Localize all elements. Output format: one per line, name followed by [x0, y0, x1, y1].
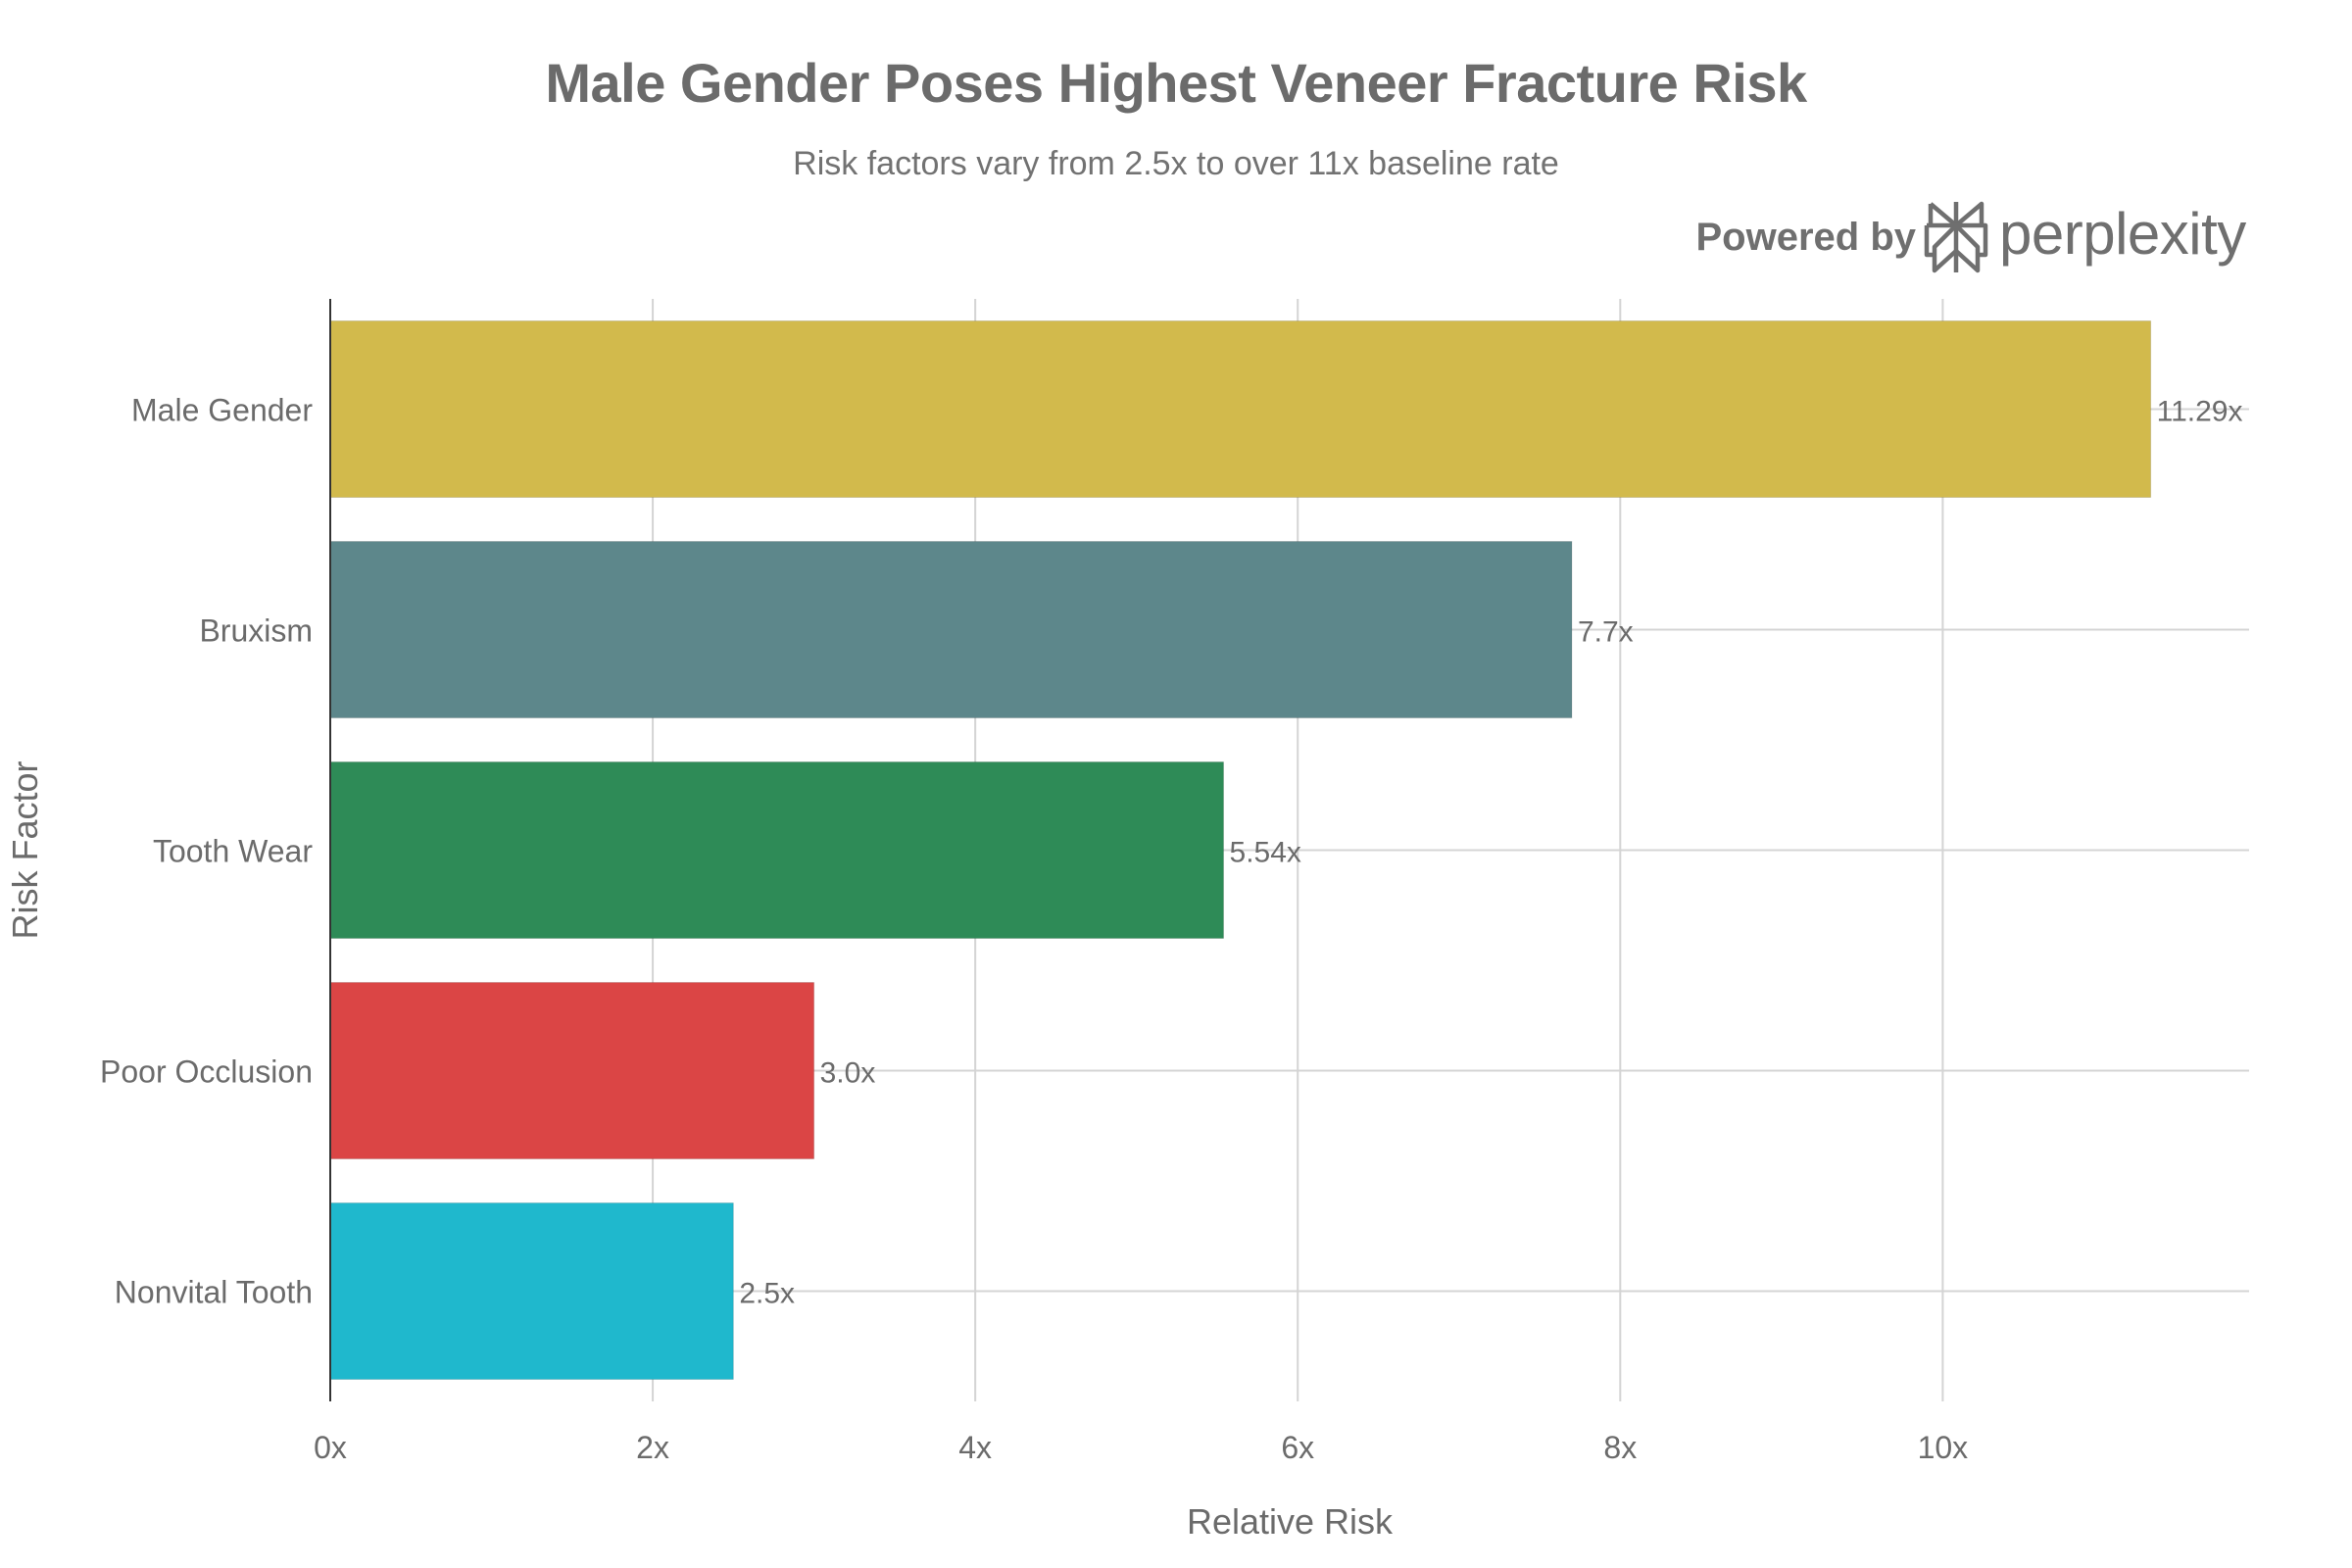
x-tick-label: 0x	[314, 1430, 347, 1465]
category-label: Bruxism	[199, 613, 313, 649]
bars	[329, 320, 2152, 1380]
x-axis-ticks: 0x 2x 4x 6x 8x 10x	[314, 1430, 1968, 1465]
chart-title: Male Gender Poses Highest Veneer Fractur…	[545, 52, 1807, 114]
x-axis-title: Relative Risk	[1187, 1501, 1394, 1542]
bar-bruxism[interactable]	[329, 541, 1573, 718]
category-label: Nonvital Tooth	[115, 1275, 313, 1310]
bar-poor-occlusion[interactable]	[329, 982, 815, 1159]
bar-nonvital-tooth[interactable]	[329, 1202, 734, 1380]
value-label: 11.29x	[2157, 396, 2243, 428]
y-axis-title: Risk Factor	[5, 760, 45, 939]
y-axis-category-labels: Male Gender Bruxism Tooth Wear Poor Occlusi…	[100, 393, 313, 1310]
value-label: 2.5x	[739, 1278, 795, 1310]
x-tick-label: 8x	[1603, 1430, 1637, 1465]
bar-male-gender[interactable]	[329, 320, 2152, 498]
chart-subtitle: Risk factors vary from 2.5x to over 11x …	[793, 145, 1559, 182]
value-label: 3.0x	[820, 1057, 876, 1090]
value-label: 5.54x	[1230, 837, 1301, 869]
powered-by-label: Powered by	[1695, 216, 1916, 259]
perplexity-logo-icon	[1924, 201, 1988, 273]
category-label: Male Gender	[131, 393, 313, 428]
perplexity-wordmark: perplexity	[1999, 201, 2246, 267]
powered-by-badge: Powered by perplexity	[1686, 196, 2254, 284]
x-tick-label: 6x	[1281, 1430, 1314, 1465]
value-labels: 11.29x 7.7x 5.54x 3.0x 2.5x	[739, 396, 2242, 1310]
x-tick-label: 10x	[1918, 1430, 1969, 1465]
bar-tooth-wear[interactable]	[329, 761, 1225, 939]
category-label: Poor Occlusion	[100, 1054, 313, 1090]
value-label: 7.7x	[1578, 616, 1634, 649]
category-label: Tooth Wear	[153, 834, 313, 869]
x-tick-label: 2x	[636, 1430, 669, 1465]
x-tick-label: 4x	[958, 1430, 992, 1465]
